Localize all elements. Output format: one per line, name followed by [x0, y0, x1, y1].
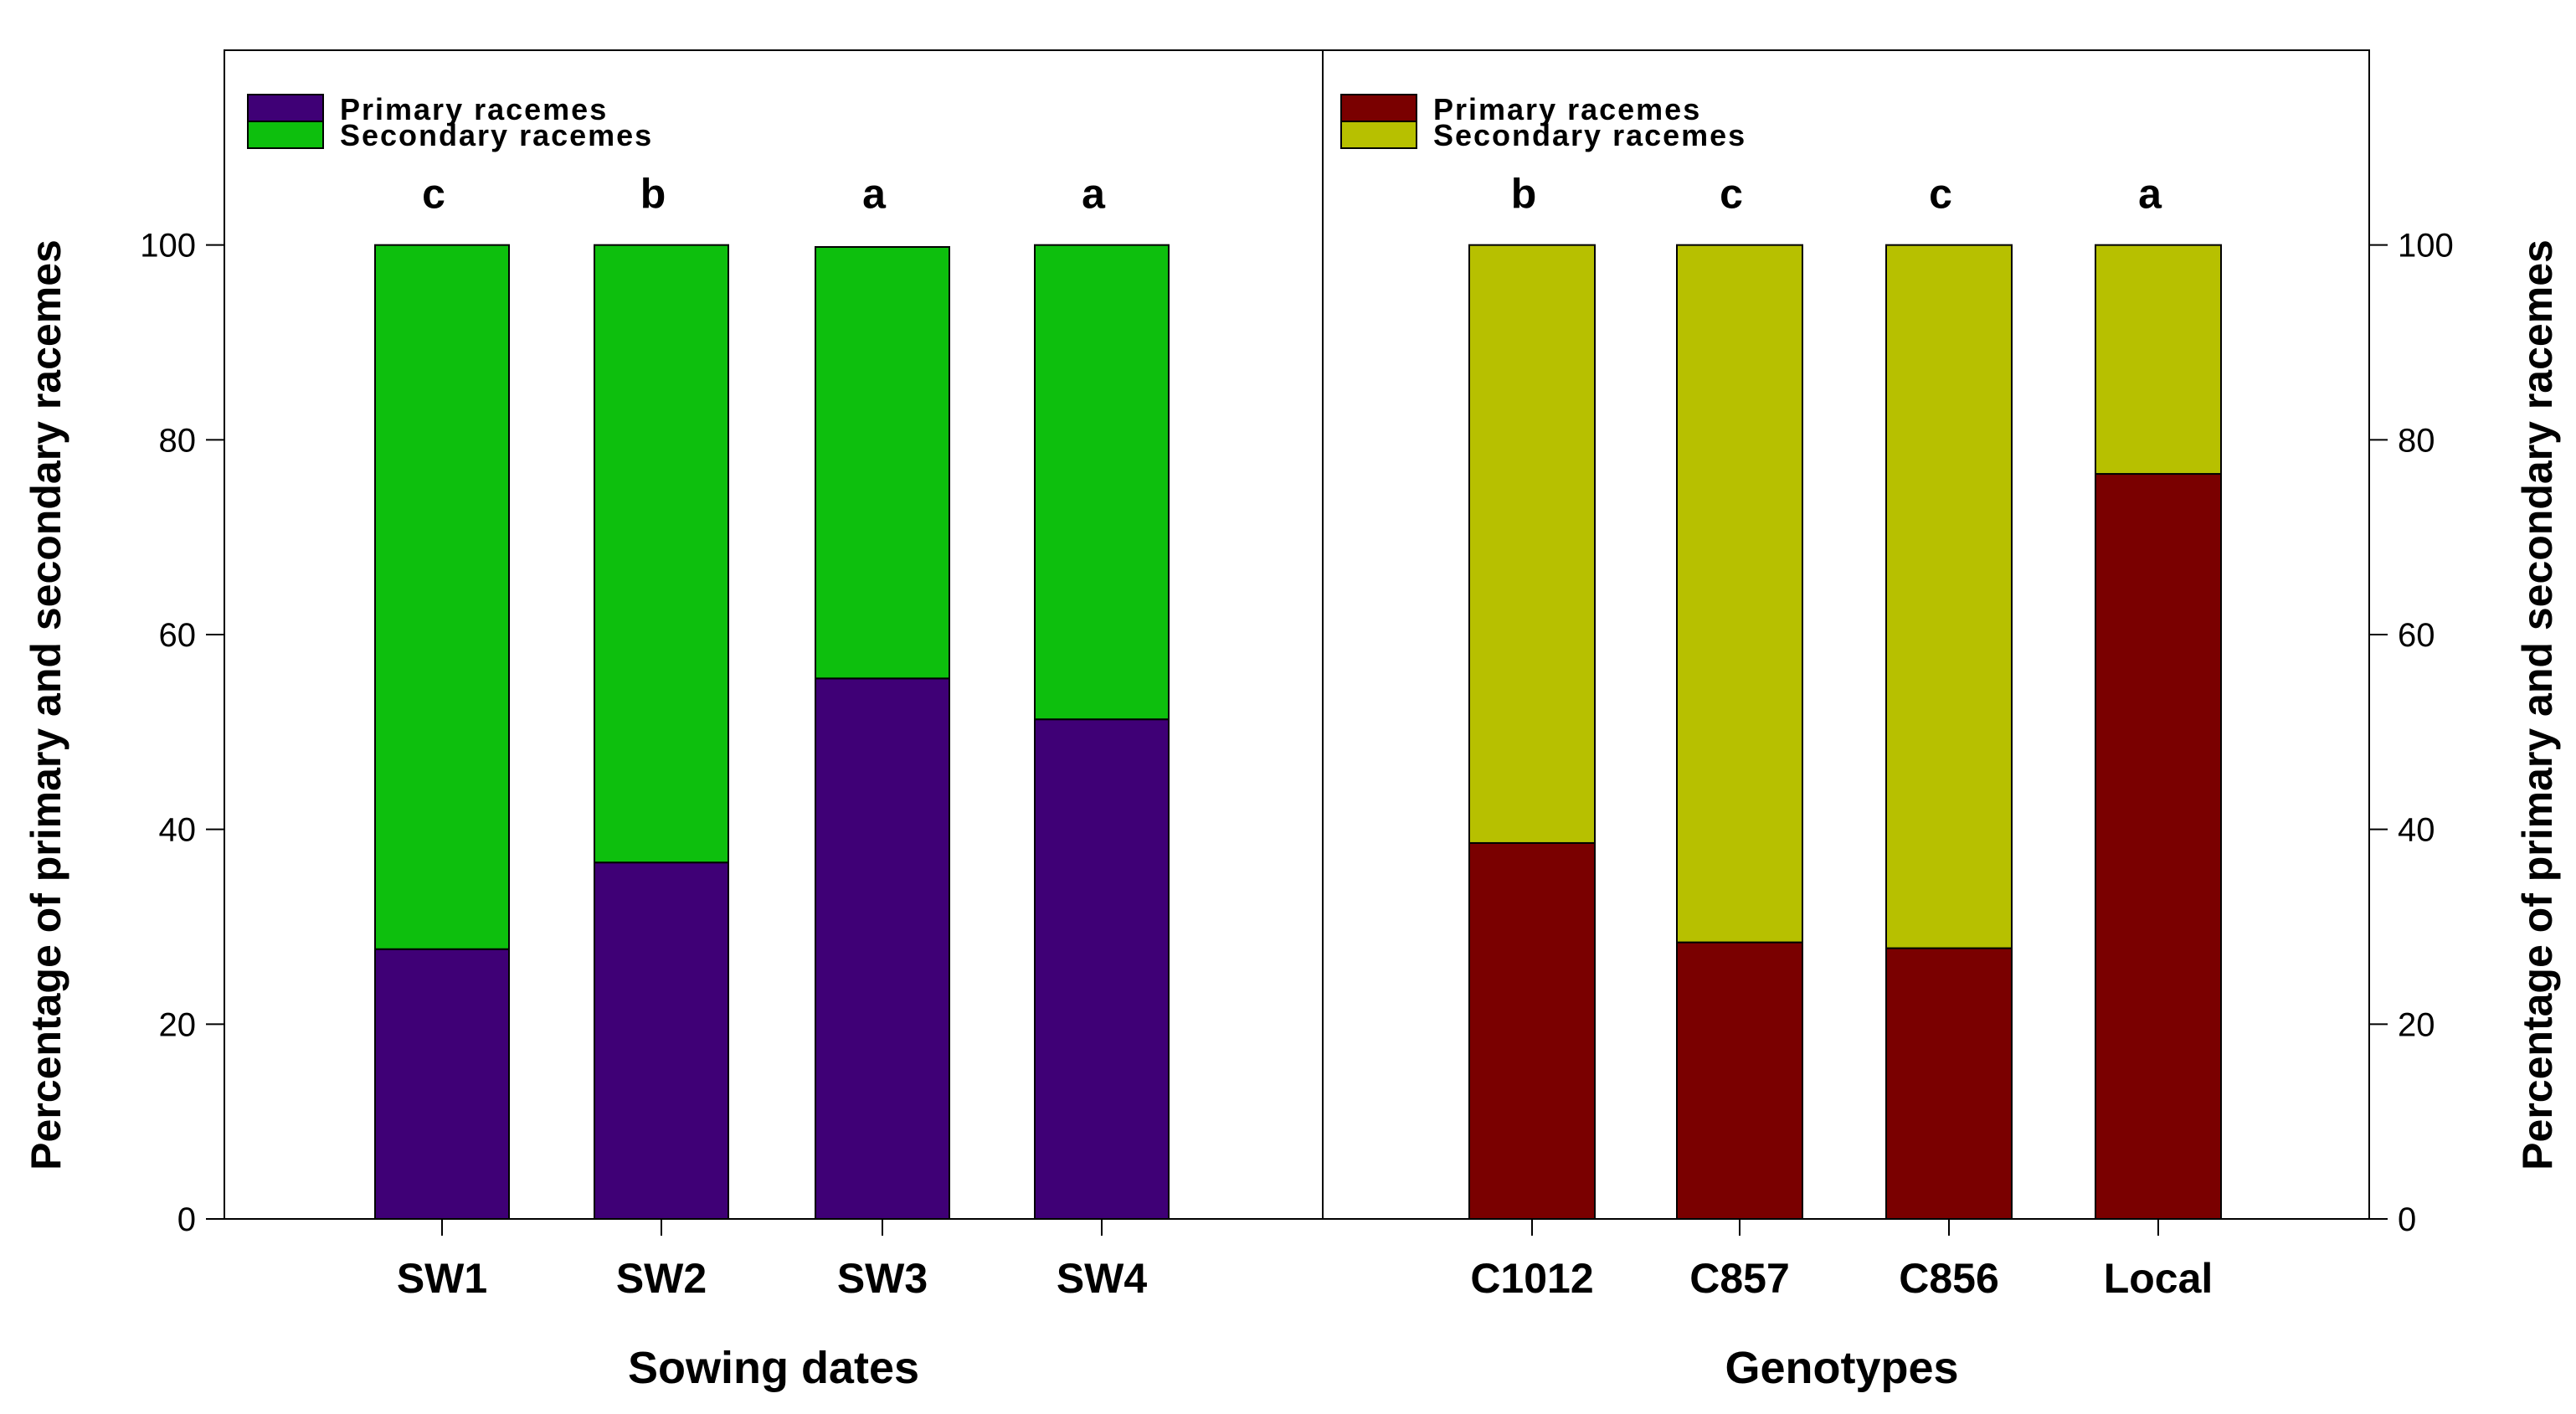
- bar-sw3-secondary: [815, 245, 950, 680]
- significance-letter: a: [862, 171, 887, 218]
- bar-c1012-primary: [1468, 841, 1596, 1220]
- y-axis-title-right: Percentage of primary and secondary race…: [2514, 239, 2561, 1170]
- bar-c857-primary: [1676, 941, 1803, 1220]
- legend-swatch-primary-racemes: [1340, 94, 1417, 122]
- legend-swatch-secondary-racemes: [1340, 121, 1417, 149]
- legend-genotypes: Primary racemes Secondary racemes: [1340, 92, 1746, 152]
- x-tick-label: C856: [1899, 1255, 1999, 1302]
- x-tick-label: SW2: [616, 1255, 707, 1302]
- chart-marks: 0 20 40 60 80 100 c SW1 b SW2 a SW3 a SW4 0 20 40 60 80 100…: [140, 49, 2454, 1302]
- legend-label-secondary-racemes: Secondary racemes: [340, 118, 653, 152]
- y-tick-label: 100: [140, 228, 196, 265]
- x-tick-label: Local: [2104, 1255, 2214, 1302]
- legend-swatch-primary-racemes: [247, 94, 324, 122]
- y-tick-label: 60: [2398, 617, 2435, 654]
- significance-letter: c: [1720, 171, 1743, 218]
- y-tick-label: 60: [159, 617, 197, 654]
- legend-label-primary-racemes: Primary racemes: [340, 92, 608, 126]
- bar-local-primary: [2095, 473, 2222, 1220]
- significance-letter: b: [640, 171, 666, 218]
- y-tick-label: 0: [2398, 1201, 2416, 1238]
- significance-letter: c: [1929, 171, 1952, 218]
- x-tick-label: C857: [1689, 1255, 1790, 1302]
- y-axis-title-left: Percentage of primary and secondary race…: [23, 239, 69, 1170]
- significance-letter: a: [1082, 171, 1106, 218]
- y-tick-label: 100: [2398, 228, 2454, 265]
- significance-letter: c: [422, 171, 445, 218]
- bar-c856-secondary: [1885, 244, 2013, 949]
- bar-sw2-primary: [594, 861, 729, 1220]
- bar-sw4-secondary: [1034, 244, 1170, 721]
- y-tick-label: 80: [2398, 422, 2435, 459]
- bar-sw3-primary: [815, 677, 950, 1220]
- x-tick-label: SW1: [397, 1255, 487, 1302]
- y-tick-label: 40: [159, 812, 197, 849]
- significance-letter: b: [1511, 171, 1537, 218]
- y-tick-label: 20: [2398, 1006, 2435, 1043]
- y-tick-label: 40: [2398, 812, 2435, 849]
- y-tick-label: 0: [177, 1201, 196, 1238]
- bar-sw4-primary: [1034, 718, 1170, 1220]
- y-tick-label: 20: [159, 1006, 197, 1043]
- bar-c857-secondary: [1676, 244, 1803, 944]
- y-tick-label: 80: [159, 422, 197, 459]
- legend-swatch-secondary-racemes: [247, 121, 324, 149]
- bar-sw2-secondary: [594, 244, 729, 864]
- x-axis-title-genotypes: Genotypes: [1725, 1343, 1958, 1393]
- bar-sw1-secondary: [374, 244, 510, 950]
- x-tick-label: C1012: [1470, 1255, 1593, 1302]
- significance-letter: a: [2138, 171, 2162, 218]
- x-axis-title-sowing-dates: Sowing dates: [628, 1343, 919, 1393]
- bar-c856-primary: [1885, 947, 2013, 1221]
- x-tick-label: SW3: [837, 1255, 928, 1302]
- bar-sw1-primary: [374, 948, 510, 1221]
- legend-sowing-dates: Primary racemes Secondary racemes: [247, 92, 653, 152]
- bar-c1012-secondary: [1468, 244, 1596, 844]
- x-tick-label: SW4: [1057, 1255, 1148, 1302]
- legend-label-secondary-racemes: Secondary racemes: [1433, 118, 1746, 152]
- bar-local-secondary: [2095, 244, 2222, 476]
- legend-label-primary-racemes: Primary racemes: [1433, 92, 1701, 126]
